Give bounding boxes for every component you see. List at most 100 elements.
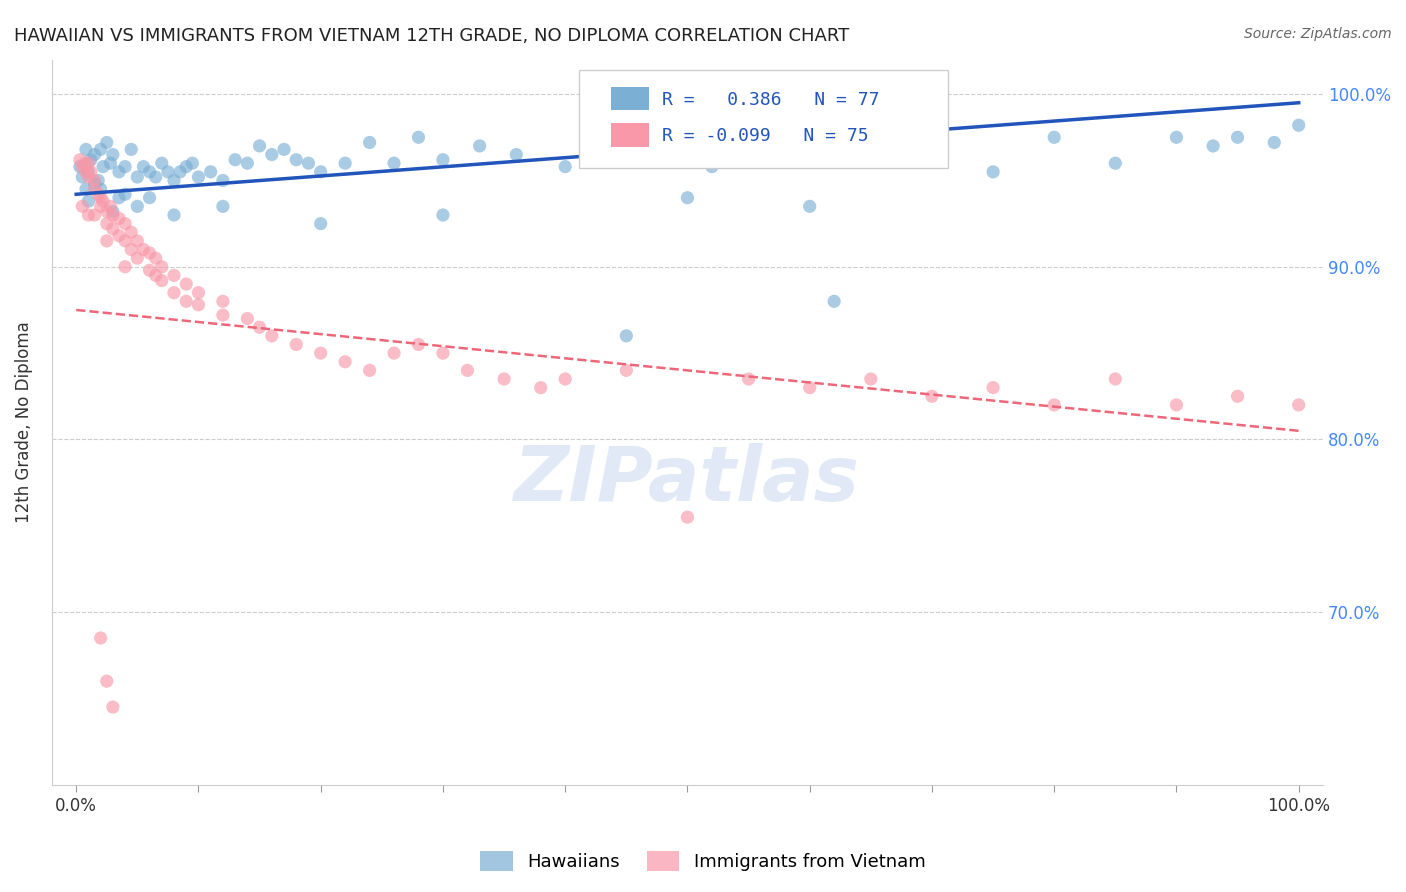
Point	[127, 234, 149, 248]
Point	[101, 147, 124, 161]
Point	[432, 208, 454, 222]
Point	[163, 208, 186, 222]
Point	[260, 329, 283, 343]
Point	[676, 191, 699, 205]
Point	[114, 187, 136, 202]
Point	[494, 372, 516, 386]
Point	[114, 217, 136, 231]
Point	[108, 165, 131, 179]
Point	[530, 381, 553, 395]
Point	[101, 700, 124, 714]
Point	[120, 225, 142, 239]
Point	[150, 260, 173, 274]
Point	[554, 160, 576, 174]
Point	[432, 346, 454, 360]
Point	[603, 139, 626, 153]
Point	[90, 182, 112, 196]
Point	[200, 165, 222, 179]
Point	[83, 173, 105, 187]
Point	[749, 139, 772, 153]
Point	[114, 260, 136, 274]
Text: Source: ZipAtlas.com: Source: ZipAtlas.com	[1244, 27, 1392, 41]
Point	[100, 156, 122, 170]
Point	[77, 169, 100, 184]
Point	[96, 674, 118, 689]
Point	[120, 243, 142, 257]
Point	[101, 204, 124, 219]
Point	[127, 169, 149, 184]
Legend: Hawaiians, Immigrants from Vietnam: Hawaiians, Immigrants from Vietnam	[472, 844, 934, 879]
Point	[1263, 136, 1285, 150]
Point	[114, 160, 136, 174]
Point	[309, 217, 332, 231]
Point	[138, 165, 160, 179]
Point	[359, 136, 381, 150]
Point	[187, 285, 209, 300]
Point	[174, 160, 197, 174]
Point	[799, 199, 821, 213]
Text: R = -0.099   N = 75: R = -0.099 N = 75	[662, 127, 869, 145]
Point	[249, 139, 271, 153]
Point	[83, 177, 105, 191]
Point	[77, 165, 100, 179]
Point	[799, 153, 821, 167]
Point	[101, 208, 124, 222]
Point	[80, 165, 103, 179]
Point	[676, 510, 699, 524]
Point	[138, 191, 160, 205]
Point	[80, 153, 103, 167]
Point	[1104, 156, 1126, 170]
Point	[145, 169, 167, 184]
Point	[212, 173, 235, 187]
Point	[108, 211, 131, 226]
Point	[921, 142, 943, 156]
Point	[75, 182, 97, 196]
Point	[981, 165, 1004, 179]
Point	[273, 142, 295, 156]
Point	[114, 234, 136, 248]
Point	[285, 337, 308, 351]
Point	[174, 277, 197, 291]
Point	[652, 147, 675, 161]
Point	[224, 153, 246, 167]
Point	[554, 372, 576, 386]
Point	[83, 182, 105, 196]
Point	[87, 187, 110, 202]
Point	[432, 153, 454, 167]
Point	[1288, 398, 1310, 412]
Point	[96, 136, 118, 150]
Point	[120, 142, 142, 156]
Point	[249, 320, 271, 334]
Point	[333, 156, 356, 170]
Point	[737, 372, 759, 386]
Point	[72, 199, 94, 213]
Point	[145, 268, 167, 283]
Point	[90, 199, 112, 213]
Point	[69, 160, 91, 174]
Point	[212, 199, 235, 213]
Point	[1288, 118, 1310, 132]
Point	[408, 337, 430, 351]
Point	[90, 191, 112, 205]
Point	[1226, 130, 1249, 145]
Point	[83, 147, 105, 161]
FancyBboxPatch shape	[579, 70, 948, 169]
Point	[73, 156, 96, 170]
Point	[90, 142, 112, 156]
Point	[72, 169, 94, 184]
Point	[150, 274, 173, 288]
Point	[96, 204, 118, 219]
Point	[1202, 139, 1225, 153]
Point	[69, 153, 91, 167]
Point	[138, 246, 160, 260]
Point	[700, 160, 723, 174]
Point	[468, 139, 491, 153]
Point	[72, 160, 94, 174]
Text: ZIPatlas: ZIPatlas	[515, 443, 860, 517]
FancyBboxPatch shape	[612, 87, 650, 111]
Point	[181, 156, 204, 170]
Point	[127, 251, 149, 265]
Point	[77, 194, 100, 209]
Point	[77, 208, 100, 222]
Point	[505, 147, 527, 161]
